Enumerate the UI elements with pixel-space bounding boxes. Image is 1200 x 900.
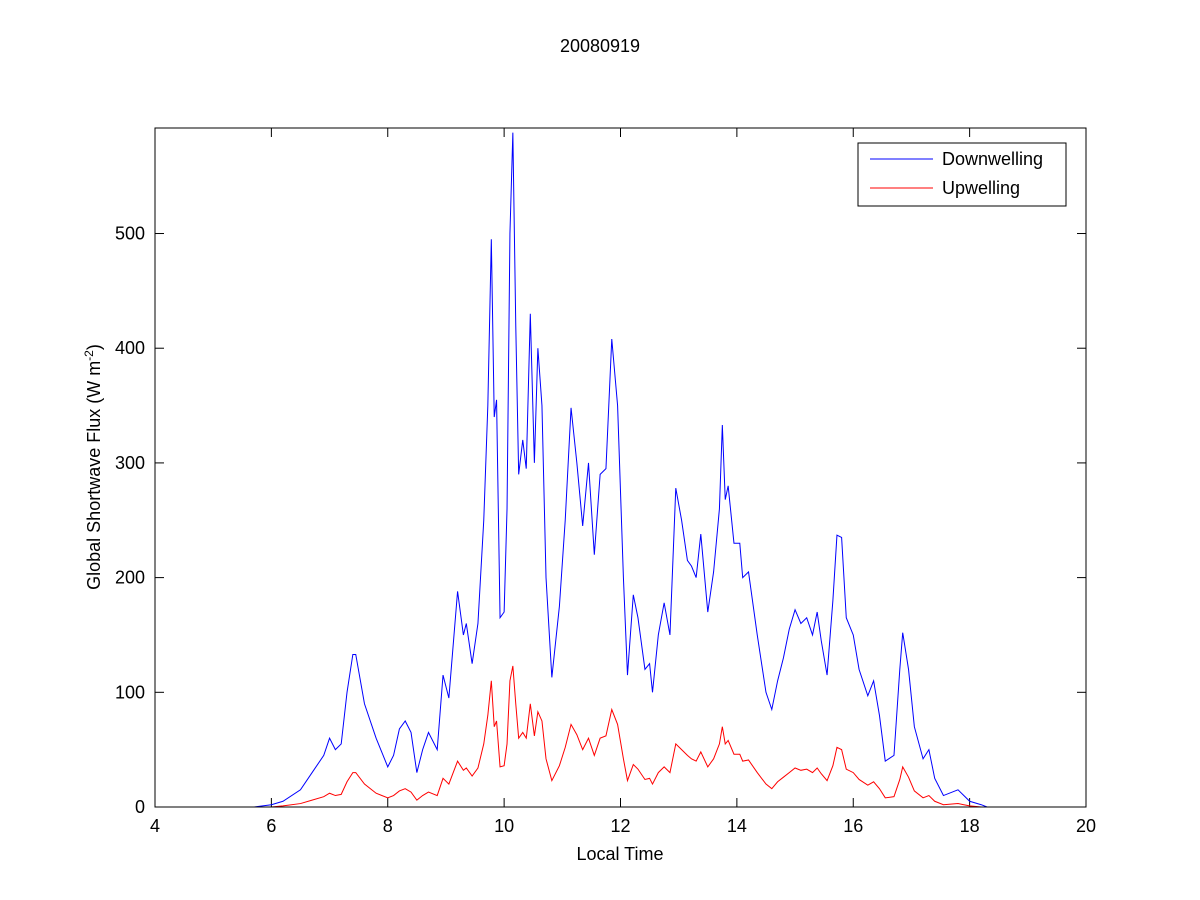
y-axis-label-close: ): [84, 344, 104, 350]
x-tick-label: 10: [494, 816, 514, 836]
y-tick-label: 300: [115, 453, 145, 473]
y-axis-label-sup: -2: [82, 350, 96, 361]
y-tick-label: 500: [115, 224, 145, 244]
legend-box: [857, 142, 1067, 207]
x-tick-label: 4: [150, 816, 160, 836]
x-axis-label: Local Time: [576, 844, 663, 864]
x-tick-label: 14: [727, 816, 747, 836]
x-tick-label: 18: [960, 816, 980, 836]
y-axis-label-text: Global Shortwave Flux (W m: [84, 361, 104, 590]
x-tick-label: 12: [610, 816, 630, 836]
x-tick-label: 8: [383, 816, 393, 836]
x-tick-label: 6: [266, 816, 276, 836]
legend-label: Downwelling: [942, 149, 1043, 169]
y-tick-label: 200: [115, 568, 145, 588]
y-tick-label: 100: [115, 682, 145, 702]
x-tick-label: 16: [843, 816, 863, 836]
y-axis-label: Global Shortwave Flux (W m-2): [82, 344, 104, 590]
chart-title: 20080919: [560, 36, 640, 56]
axes-box: [154, 127, 1087, 808]
y-tick-label: 0: [135, 797, 145, 817]
y-tick-label: 400: [115, 338, 145, 358]
legend-label: Upwelling: [942, 178, 1020, 198]
plot-area: [155, 128, 1086, 807]
x-tick-label: 20: [1076, 816, 1096, 836]
